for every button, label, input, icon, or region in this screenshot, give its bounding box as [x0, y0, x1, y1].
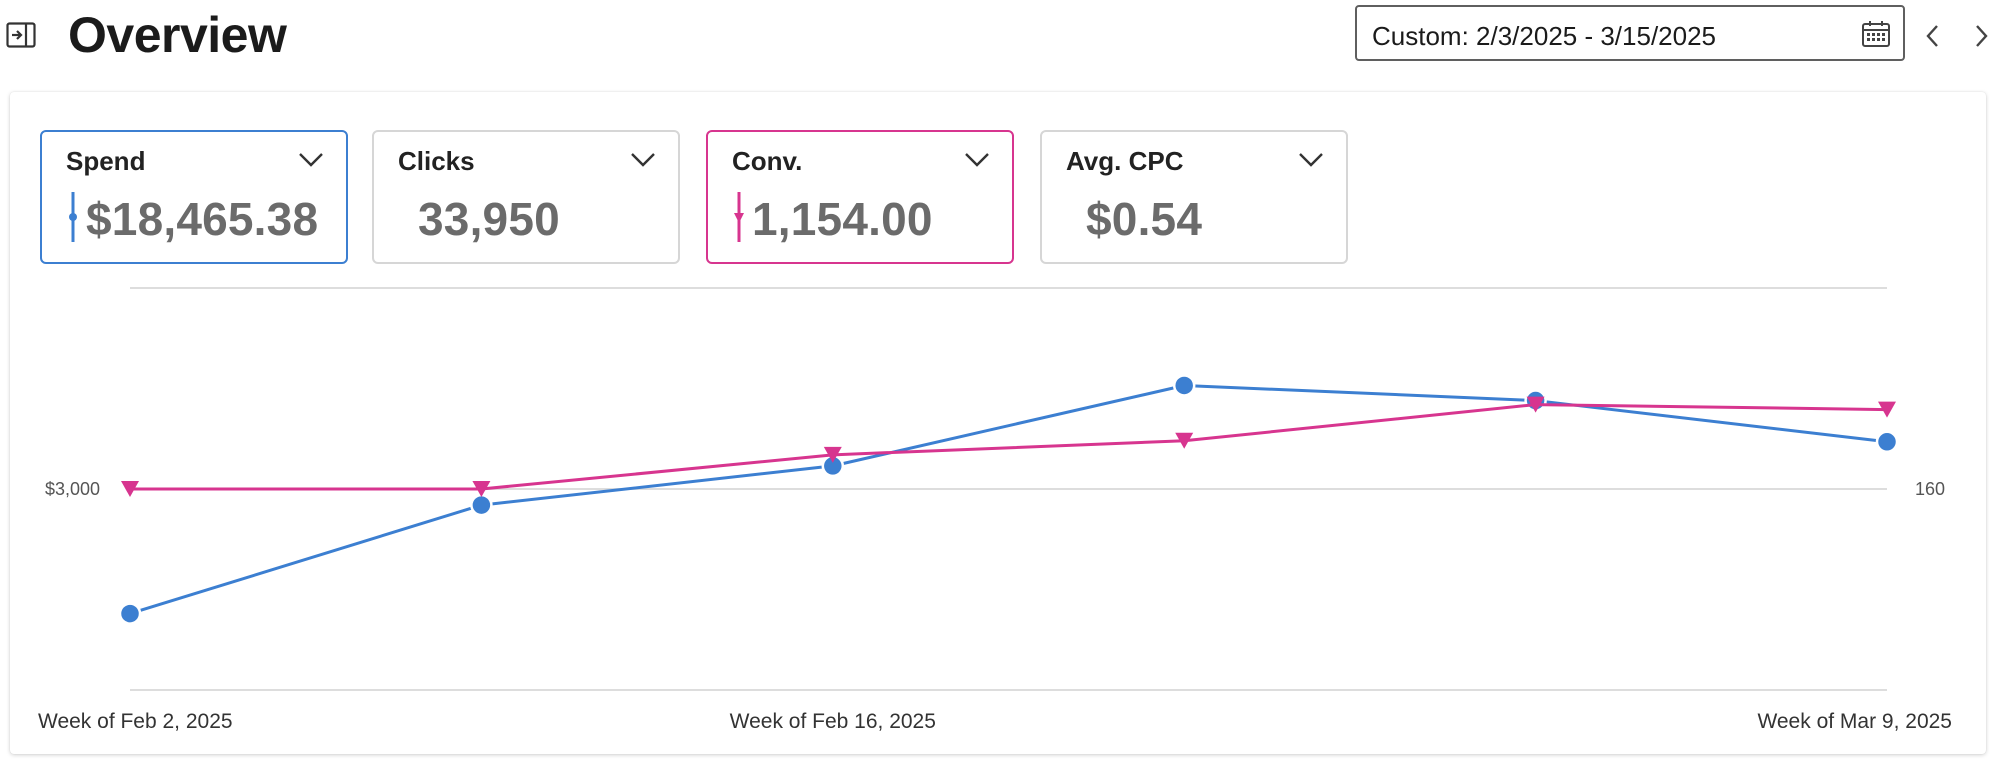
data-point	[1175, 432, 1194, 449]
kpi-value: 1,154.00	[752, 193, 933, 245]
chevron-down-icon[interactable]	[1298, 150, 1324, 168]
x-tick-label: Week of Feb 2, 2025	[38, 710, 233, 733]
kpi-value: 33,950	[418, 193, 560, 245]
page-header: Overview Custom: 2/3/2025 - 3/15/2025	[0, 0, 1999, 92]
series-marker-icon	[69, 192, 77, 242]
data-point	[1526, 396, 1545, 413]
chevron-down-icon[interactable]	[964, 150, 990, 168]
kpi-label: Clicks	[398, 146, 475, 176]
kpi-card-spend[interactable]: Spend $18,465.38	[40, 130, 348, 264]
kpi-value: $0.54	[1086, 193, 1203, 245]
data-point	[118, 602, 142, 625]
kpi-label: Spend	[66, 146, 146, 176]
date-range-picker[interactable]: Custom: 2/3/2025 - 3/15/2025	[1355, 5, 1905, 61]
x-tick-label: Week of Feb 16, 2025	[730, 710, 936, 733]
performance-line-chart: $3,000 160 Week of Feb 2, 2025 Week of Feb …	[38, 287, 1952, 733]
series-marker-icon	[734, 192, 744, 242]
kpi-card-avg-cpc[interactable]: Avg. CPC $0.54	[1040, 130, 1348, 264]
calendar-icon[interactable]	[1861, 20, 1891, 48]
y-axis-label-right: 160	[1915, 479, 1945, 499]
data-point	[1878, 401, 1896, 418]
chevron-left-icon[interactable]	[1916, 16, 1950, 56]
kpi-label: Avg. CPC	[1066, 146, 1184, 176]
data-point	[1875, 430, 1899, 454]
chevron-down-icon[interactable]	[630, 150, 656, 168]
panel-collapse-icon[interactable]	[6, 22, 36, 48]
kpi-card-clicks[interactable]: Clicks 33,950	[372, 130, 680, 264]
kpi-label: Conv.	[732, 146, 803, 176]
data-point	[121, 481, 139, 497]
data-point	[823, 446, 842, 463]
kpi-card-conv[interactable]: Conv. 1,154.00	[706, 130, 1014, 264]
chevron-down-icon[interactable]	[298, 150, 324, 168]
chevron-right-icon[interactable]	[1964, 16, 1998, 56]
data-point	[470, 493, 493, 517]
date-range-text: Custom: 2/3/2025 - 3/15/2025	[1372, 21, 1717, 51]
x-tick-label: Week of Mar 9, 2025	[1757, 710, 1952, 733]
series-line-spend	[129, 383, 1888, 616]
page-title: Overview	[68, 7, 287, 63]
data-point	[1172, 374, 1196, 397]
kpi-value: $18,465.38	[86, 193, 319, 245]
data-point	[472, 481, 491, 497]
series-line-conv	[130, 403, 1888, 491]
y-axis-label-left: $3,000	[45, 479, 100, 499]
overview-panel: Spend $18,465.38 Clicks 33,950 Conv. 1,1…	[10, 92, 1986, 754]
